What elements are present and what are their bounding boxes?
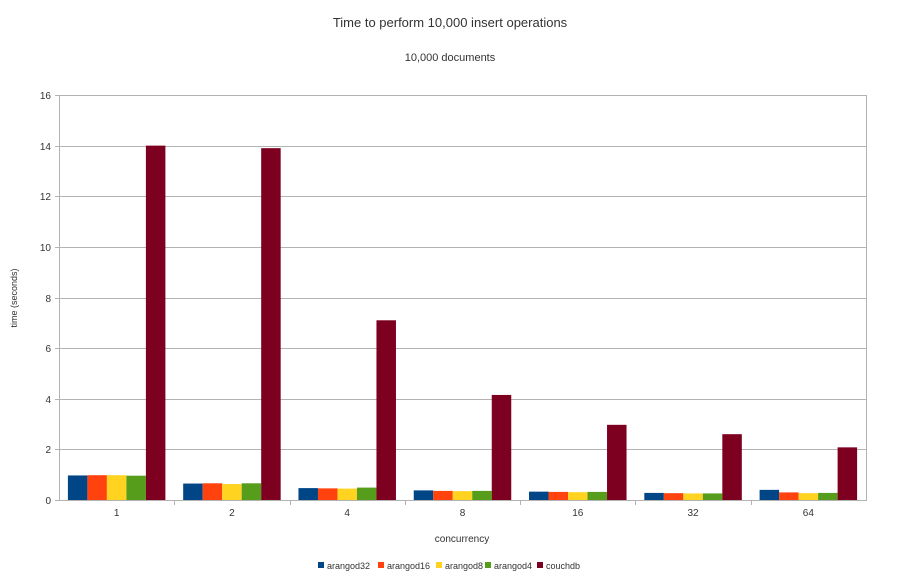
bar	[222, 484, 242, 500]
plot-frame	[59, 95, 867, 501]
bar	[317, 488, 338, 500]
x-tick-label: 32	[688, 508, 700, 519]
y-tick-label: 16	[40, 91, 52, 102]
legend-label: arangod8	[445, 561, 483, 571]
legend-label: couchdb	[546, 561, 580, 571]
bar	[452, 491, 473, 500]
y-tick-label: 8	[45, 294, 51, 305]
legend-label: arangod4	[494, 561, 532, 571]
x-axis-label: concurrency	[435, 534, 489, 545]
bar	[663, 493, 684, 500]
bar	[106, 475, 127, 500]
x-tick-label: 4	[344, 508, 350, 519]
bar	[568, 492, 588, 500]
bar	[67, 475, 88, 500]
bar	[587, 491, 608, 500]
legend-label: arangod32	[327, 561, 370, 571]
bar	[356, 487, 377, 500]
y-tick-label: 14	[40, 142, 52, 153]
x-tick-label: 16	[572, 508, 584, 519]
legend-swatch	[537, 562, 543, 568]
bar	[202, 483, 223, 500]
y-tick-labels: 0 2 4 6 8 10 12 14 16	[40, 91, 52, 507]
y-tick-label: 6	[45, 344, 51, 355]
bars	[67, 145, 858, 500]
chart-title: Time to perform 10,000 insert operations	[333, 15, 568, 30]
bar	[529, 491, 549, 500]
y-axis-label: time (seconds)	[9, 268, 19, 327]
legend-swatch	[318, 562, 324, 568]
bar	[433, 490, 453, 500]
legend-label: arangod16	[387, 561, 430, 571]
x-tick-labels: 1 2 4 8 16 32 64	[114, 508, 814, 519]
bar	[145, 145, 166, 500]
bar	[818, 492, 838, 500]
legend-swatch	[436, 562, 442, 568]
bar	[759, 489, 780, 500]
bar	[183, 483, 203, 500]
x-tick-label: 2	[229, 508, 235, 519]
bar	[472, 490, 492, 500]
bar	[337, 488, 357, 500]
bar	[798, 493, 819, 500]
bar	[261, 148, 281, 500]
bar	[87, 475, 107, 500]
bar	[702, 493, 723, 500]
y-tick-label: 12	[40, 192, 52, 203]
y-tick-label: 4	[45, 395, 51, 406]
legend-swatch	[485, 562, 491, 568]
y-tick-label: 0	[45, 496, 51, 507]
bar	[607, 424, 627, 500]
legend: arangod32 arangod16 arangod8 arangod4 couchd…	[318, 561, 580, 571]
chart-subtitle: 10,000 documents	[405, 52, 496, 64]
legend-swatch	[378, 562, 384, 568]
bar	[644, 492, 664, 500]
x-tick-label: 64	[803, 508, 815, 519]
gridlines	[59, 95, 866, 450]
bar	[548, 491, 569, 500]
bar	[241, 483, 262, 500]
bar	[376, 320, 396, 500]
bar	[413, 490, 434, 500]
axes	[55, 95, 867, 505]
x-tick-label: 1	[114, 508, 120, 519]
bar	[683, 493, 703, 500]
bar	[722, 434, 742, 500]
bar	[779, 492, 799, 500]
y-tick-label: 2	[45, 445, 51, 456]
bar	[837, 447, 858, 500]
y-tick-label: 10	[40, 243, 52, 254]
bar	[126, 475, 146, 500]
x-tick-label: 8	[460, 508, 466, 519]
bar	[491, 394, 512, 500]
bar	[298, 488, 318, 500]
